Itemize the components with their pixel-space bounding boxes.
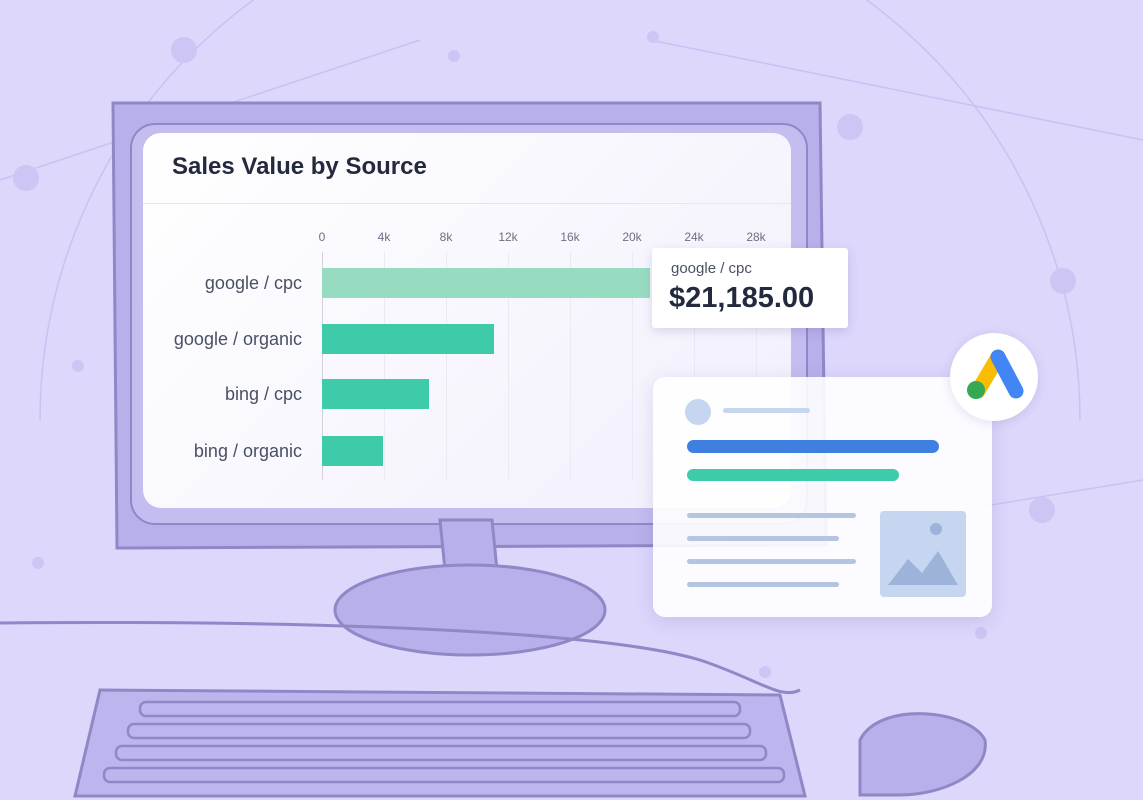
text-line [687, 582, 839, 587]
gridline [632, 252, 633, 480]
x-tick-label: 4k [377, 230, 391, 244]
ad-preview-card [653, 377, 992, 617]
gridline [446, 252, 447, 480]
divider [143, 203, 791, 204]
gridline [322, 252, 323, 480]
gridline [756, 252, 757, 480]
bar[interactable] [322, 436, 384, 466]
url-bar [687, 469, 899, 481]
x-tick-label: 24k [684, 230, 704, 244]
text-line [687, 513, 856, 518]
tooltip-value: $21,185.00 [669, 282, 815, 314]
text-line [687, 559, 856, 564]
chart-tooltip: google / cpc $21,185.00 [652, 248, 848, 328]
placeholder-line [723, 408, 810, 413]
x-tick-label: 28k [746, 230, 766, 244]
gridline [508, 252, 509, 480]
gridline [384, 252, 385, 480]
x-tick-label: 8k [439, 230, 453, 244]
x-tick-label: 20k [622, 230, 642, 244]
y-category-label: bing / cpc [224, 384, 302, 404]
bar[interactable] [322, 268, 651, 298]
gridline [570, 252, 571, 480]
bar[interactable] [322, 379, 429, 409]
y-category-label: google / cpc [204, 273, 302, 293]
image-placeholder-icon [880, 511, 966, 597]
gridline [694, 252, 695, 480]
tooltip-label: google / cpc [671, 260, 752, 277]
y-category-label: bing / organic [193, 441, 302, 461]
chart-title: Sales Value by Source [172, 153, 427, 180]
x-tick-label: 12k [498, 230, 518, 244]
x-tick-label: 16k [560, 230, 580, 244]
x-tick-label: 0 [318, 230, 326, 244]
text-line [687, 536, 839, 541]
google-ads-icon [967, 349, 1024, 399]
google-ads-logo [950, 333, 1038, 421]
bar[interactable] [322, 324, 495, 354]
y-category-label: google / organic [173, 329, 302, 349]
avatar [685, 399, 711, 425]
headline-bar [687, 440, 939, 453]
